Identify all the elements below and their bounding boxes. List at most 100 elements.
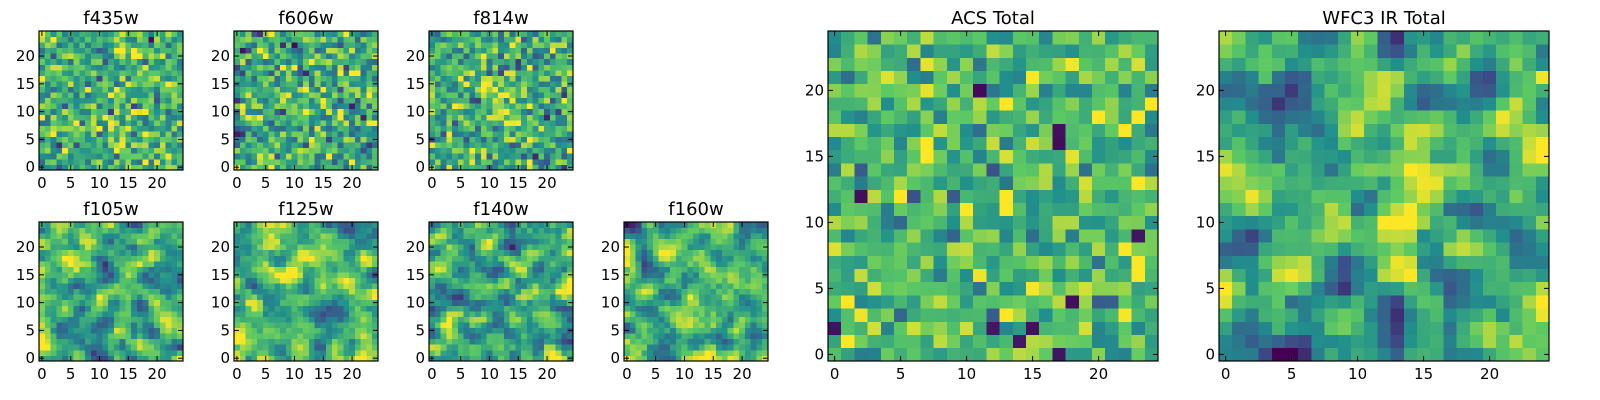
heatmap-cell (698, 294, 706, 301)
heatmap-cell (986, 163, 1000, 177)
heatmap-cell (257, 249, 264, 256)
heatmap-cell (1118, 281, 1132, 296)
heatmap-cell (326, 260, 333, 267)
heatmap-cell (652, 277, 659, 284)
heatmap-cell (664, 283, 671, 290)
heatmap-cell (635, 283, 642, 290)
heatmap-cell (1039, 347, 1053, 362)
heatmap-cell (343, 238, 350, 245)
heatmap-cell (372, 153, 379, 160)
heatmap-cell (314, 333, 321, 340)
heatmap-cell (762, 310, 769, 317)
heatmap-cell (102, 294, 109, 301)
heatmap-cell (67, 316, 74, 323)
heatmap-cell (44, 222, 51, 228)
heatmap-cell (549, 103, 557, 110)
heatmap-cell (239, 244, 246, 251)
heatmap-cell (62, 249, 69, 256)
heatmap-cell (159, 233, 167, 240)
heatmap-cell (113, 355, 121, 362)
heatmap-cell (486, 244, 493, 251)
heatmap-cell (492, 222, 499, 228)
heatmap-cell (262, 131, 269, 138)
heatmap-cell (291, 272, 298, 278)
heatmap-cell (521, 53, 528, 60)
heatmap-cell (486, 327, 493, 334)
heatmap-cell (165, 277, 172, 284)
heatmap-cell (544, 288, 551, 295)
heatmap-cell (159, 158, 167, 165)
heatmap-cell (119, 158, 126, 165)
heatmap-cell (56, 255, 63, 262)
heatmap-cell (274, 75, 281, 82)
heatmap-cell (739, 260, 746, 267)
heatmap-cell (171, 64, 178, 71)
heatmap-cell (44, 125, 51, 132)
heatmap-cell (113, 255, 121, 262)
heatmap-cell (440, 316, 447, 323)
heatmap-cell (39, 47, 46, 54)
heatmap-cell (498, 147, 505, 154)
heatmap-cell (148, 142, 155, 149)
heatmap-cell (515, 114, 522, 121)
heatmap-cell (440, 299, 447, 306)
heatmap-cell (521, 136, 528, 143)
heatmap-cell (532, 86, 539, 93)
heatmap-cell (274, 119, 281, 126)
heatmap-cell (658, 349, 665, 356)
heatmap-cell (480, 333, 487, 340)
heatmap-cell (268, 86, 275, 93)
heatmap-cell (148, 31, 155, 37)
heatmap-cell (67, 277, 74, 284)
heatmap-cell (308, 164, 316, 171)
heatmap-cell (251, 294, 258, 301)
heatmap-cell (894, 334, 908, 349)
heatmap-cell (245, 322, 252, 329)
heatmap-cell (486, 227, 493, 234)
heatmap-cell (446, 136, 453, 143)
heatmap-cell (343, 272, 350, 278)
heatmap-cell (73, 47, 80, 54)
heatmap-cell (159, 47, 167, 54)
heatmap-cell (698, 288, 706, 295)
heatmap-cell (85, 327, 92, 334)
heatmap-cell (291, 327, 298, 334)
heatmap-cell (360, 355, 367, 362)
heatmap-cell (880, 255, 895, 269)
heatmap-cell (262, 272, 269, 278)
heatmap-cell (854, 334, 868, 349)
heatmap-cell (90, 349, 97, 356)
heatmap-cell (50, 53, 57, 60)
heatmap-cell (457, 266, 464, 273)
heatmap-cell (544, 69, 551, 76)
heatmap-cell (285, 294, 292, 301)
heatmap-cell (521, 266, 528, 273)
heatmap-cell (1052, 308, 1066, 322)
heatmap-cell (44, 136, 51, 143)
heatmap-cell (113, 36, 121, 43)
heatmap-cell (90, 299, 97, 306)
heatmap-cell (245, 164, 252, 171)
heatmap-cell (440, 283, 447, 290)
heatmap-cell (125, 92, 132, 99)
heatmap-cell (343, 164, 350, 171)
heatmap-cell (716, 222, 723, 228)
heatmap-cell (629, 260, 636, 267)
heatmap-cell (44, 288, 51, 295)
heatmap-cell (245, 338, 252, 345)
heatmap-cell (165, 125, 172, 132)
heatmap-cell (1039, 176, 1053, 190)
heatmap-cell (463, 47, 470, 54)
heatmap-cell (308, 266, 316, 273)
y-tick-label: 0 (25, 158, 35, 176)
heatmap-cell (85, 233, 92, 240)
heatmap-cell (675, 355, 682, 362)
heatmap-cell (721, 310, 729, 317)
heatmap-cell (251, 64, 258, 71)
heatmap-cell (446, 249, 453, 256)
heatmap-cell (131, 333, 138, 340)
heatmap-cell (675, 349, 682, 356)
heatmap-cell (349, 103, 356, 110)
heatmap-cell (521, 288, 528, 295)
heatmap-cell (555, 233, 562, 240)
